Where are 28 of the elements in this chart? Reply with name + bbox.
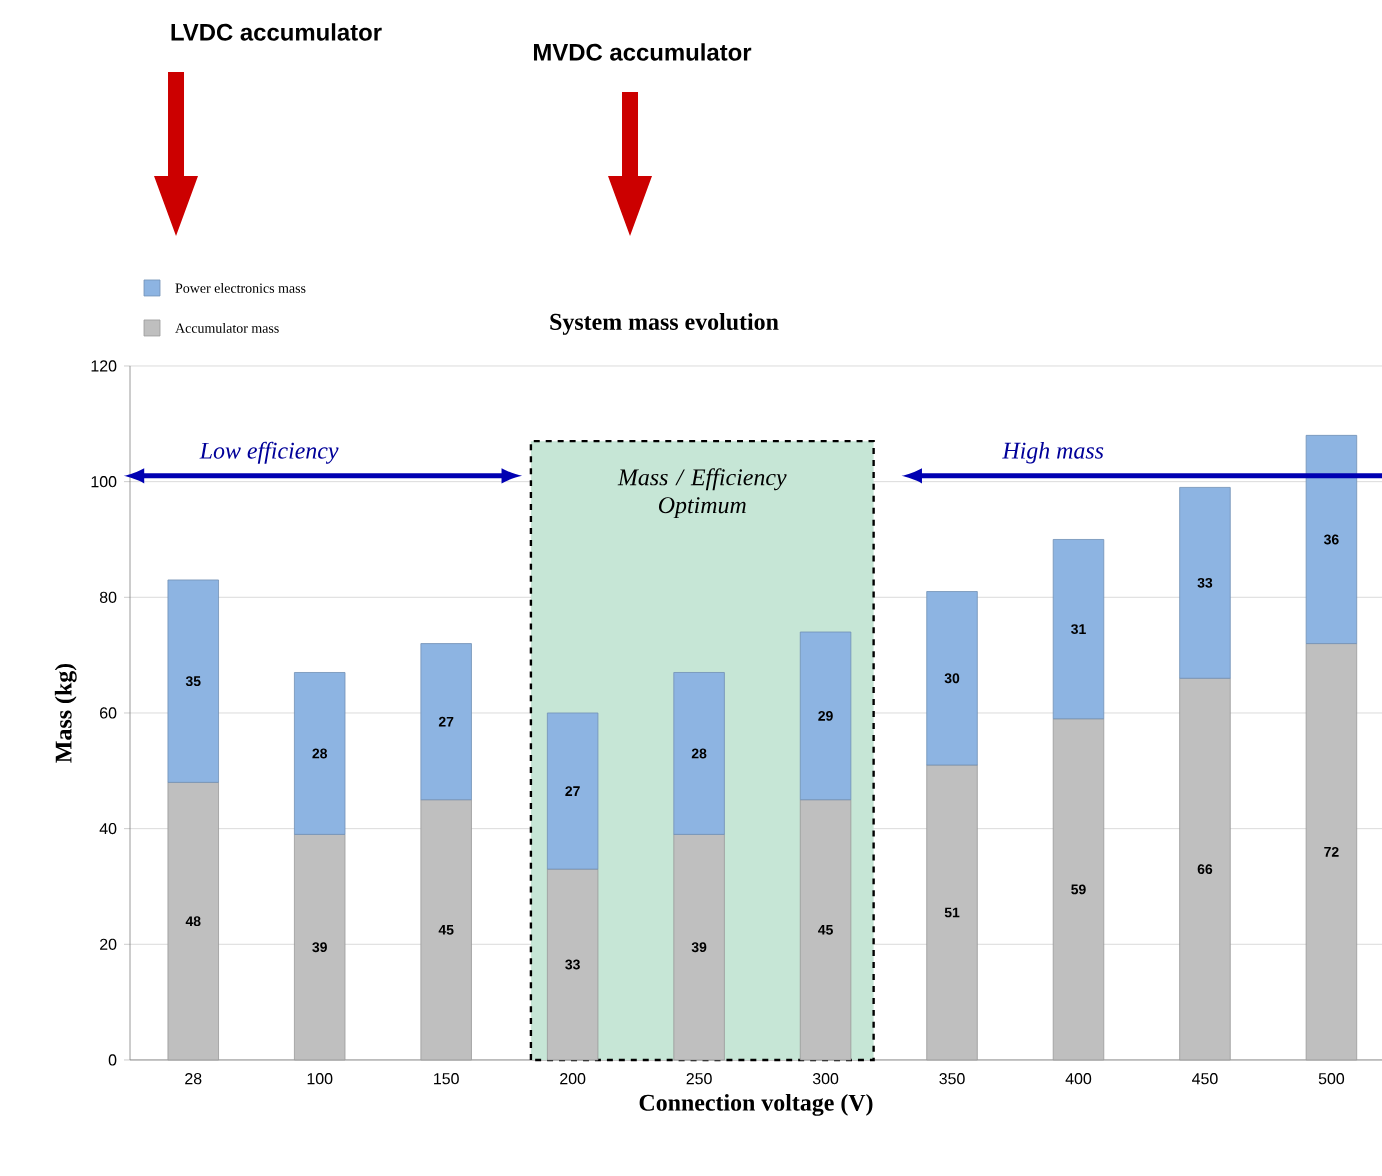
bar <box>926 591 978 766</box>
chart-title: System mass evolution <box>550 313 779 335</box>
bar <box>673 834 725 1061</box>
text: MVDC accumulator <box>533 43 752 61</box>
bar <box>546 712 599 870</box>
bar <box>294 672 346 835</box>
x-axis-title: Connection voltage (V) <box>639 1093 873 1116</box>
bar <box>1179 677 1231 1061</box>
bar <box>1052 718 1105 1061</box>
bar <box>420 643 472 801</box>
bar <box>546 868 599 1061</box>
band-label: Mass / Efficiency Optimum <box>617 468 787 519</box>
bar <box>1305 643 1358 1061</box>
bar <box>926 764 978 1061</box>
y-axis-title: Mass (kg) <box>54 663 77 763</box>
bar <box>799 631 852 801</box>
annotation: Low efficiency <box>199 441 339 464</box>
bar <box>799 799 852 1061</box>
bar <box>1052 539 1105 720</box>
annotation: High mass <box>1002 441 1104 464</box>
bar <box>167 781 219 1061</box>
bar <box>167 579 219 783</box>
bar <box>673 672 725 835</box>
bar <box>420 799 472 1061</box>
bar <box>294 834 346 1061</box>
text: LVDC accumulator <box>171 23 382 41</box>
bar <box>1305 434 1358 644</box>
bar <box>1179 487 1231 679</box>
